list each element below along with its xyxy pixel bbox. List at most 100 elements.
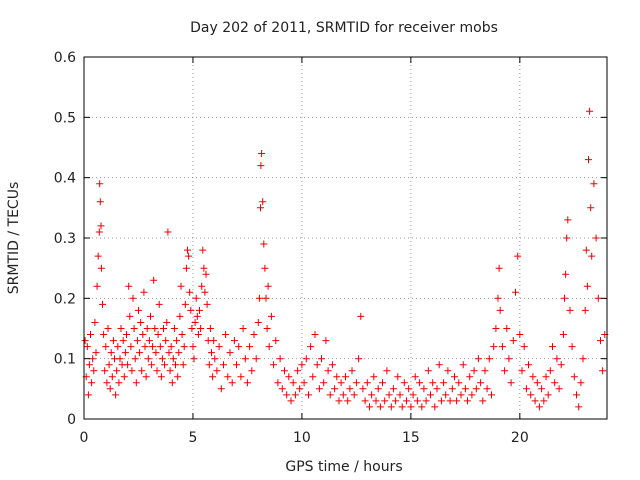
data-point bbox=[474, 355, 482, 363]
data-point bbox=[562, 270, 570, 278]
data-point bbox=[363, 379, 371, 387]
data-point bbox=[339, 391, 347, 399]
data-point bbox=[448, 385, 456, 393]
data-point bbox=[217, 385, 225, 393]
data-point bbox=[326, 391, 334, 399]
data-point bbox=[96, 198, 104, 206]
data-point bbox=[479, 397, 487, 405]
data-point bbox=[278, 385, 286, 393]
data-point bbox=[544, 391, 552, 399]
data-point bbox=[257, 162, 265, 170]
y-tick-label: 0.4 bbox=[54, 171, 76, 187]
data-point bbox=[250, 331, 258, 338]
data-point bbox=[582, 246, 590, 254]
data-point bbox=[200, 264, 208, 272]
data-point bbox=[230, 337, 238, 345]
data-point bbox=[276, 355, 284, 363]
data-point bbox=[163, 319, 171, 326]
data-point bbox=[586, 107, 594, 115]
data-point bbox=[167, 343, 175, 351]
data-point bbox=[197, 325, 205, 332]
data-point bbox=[376, 403, 384, 411]
data-point bbox=[241, 355, 249, 363]
data-point bbox=[84, 391, 92, 399]
data-point bbox=[119, 337, 127, 345]
data-point bbox=[346, 385, 354, 393]
data-point bbox=[563, 234, 571, 242]
data-point bbox=[233, 361, 240, 369]
data-point bbox=[199, 246, 207, 254]
data-point bbox=[133, 337, 141, 345]
data-point bbox=[222, 331, 230, 338]
data-point bbox=[590, 180, 598, 188]
data-point bbox=[92, 349, 100, 357]
data-point bbox=[451, 373, 458, 381]
data-point bbox=[337, 379, 345, 387]
data-point bbox=[252, 355, 260, 363]
data-point bbox=[104, 325, 112, 332]
data-point bbox=[289, 379, 297, 387]
data-point bbox=[420, 385, 428, 393]
data-point bbox=[381, 397, 389, 405]
data-point bbox=[444, 367, 452, 375]
y-tick-label: 0.3 bbox=[54, 231, 76, 247]
data-point bbox=[142, 373, 150, 381]
data-point bbox=[220, 361, 227, 369]
data-point bbox=[291, 391, 299, 399]
data-point bbox=[331, 385, 339, 393]
chart-title: Day 202 of 2011, SRMTID for receiver mob… bbox=[190, 20, 498, 36]
data-point bbox=[311, 331, 319, 338]
data-point bbox=[298, 361, 306, 369]
data-point bbox=[194, 331, 202, 338]
data-point bbox=[96, 180, 104, 188]
data-point bbox=[274, 379, 282, 387]
data-point bbox=[307, 343, 315, 351]
data-point bbox=[494, 294, 502, 302]
data-point bbox=[206, 325, 214, 332]
data-point bbox=[466, 373, 474, 381]
data-point bbox=[81, 337, 89, 345]
data-point bbox=[224, 373, 232, 381]
data-point bbox=[192, 294, 200, 302]
data-point bbox=[191, 319, 199, 326]
data-point bbox=[512, 288, 519, 296]
data-point bbox=[413, 397, 421, 405]
data-point bbox=[495, 264, 503, 272]
data-point bbox=[585, 156, 592, 164]
data-point bbox=[175, 349, 183, 357]
data-point bbox=[114, 343, 122, 351]
data-point bbox=[485, 355, 493, 363]
data-point bbox=[237, 373, 245, 381]
data-point bbox=[507, 379, 515, 387]
data-point bbox=[435, 361, 443, 369]
data-point bbox=[211, 355, 219, 363]
data-point bbox=[400, 379, 408, 387]
data-point bbox=[90, 367, 98, 375]
data-point bbox=[398, 403, 406, 411]
data-point bbox=[202, 270, 210, 278]
data-point bbox=[535, 403, 543, 411]
data-point bbox=[429, 379, 437, 387]
data-point bbox=[442, 391, 450, 399]
data-point bbox=[124, 361, 132, 369]
data-point bbox=[153, 367, 161, 375]
data-point bbox=[178, 331, 186, 338]
data-point bbox=[529, 373, 537, 381]
axis-ticks bbox=[83, 56, 607, 420]
y-tick-label: 0.6 bbox=[54, 50, 76, 66]
data-point bbox=[172, 361, 179, 369]
data-point bbox=[516, 331, 524, 338]
data-point bbox=[185, 252, 193, 260]
data-point bbox=[387, 403, 395, 411]
data-point bbox=[379, 379, 386, 387]
data-point bbox=[496, 306, 504, 314]
data-points bbox=[81, 107, 609, 411]
data-point bbox=[120, 373, 128, 381]
data-point bbox=[147, 312, 154, 320]
data-point bbox=[305, 391, 312, 399]
data-point bbox=[135, 306, 142, 314]
data-point bbox=[88, 379, 96, 387]
data-point bbox=[130, 325, 138, 332]
data-point bbox=[93, 282, 101, 290]
data-point bbox=[352, 379, 360, 387]
